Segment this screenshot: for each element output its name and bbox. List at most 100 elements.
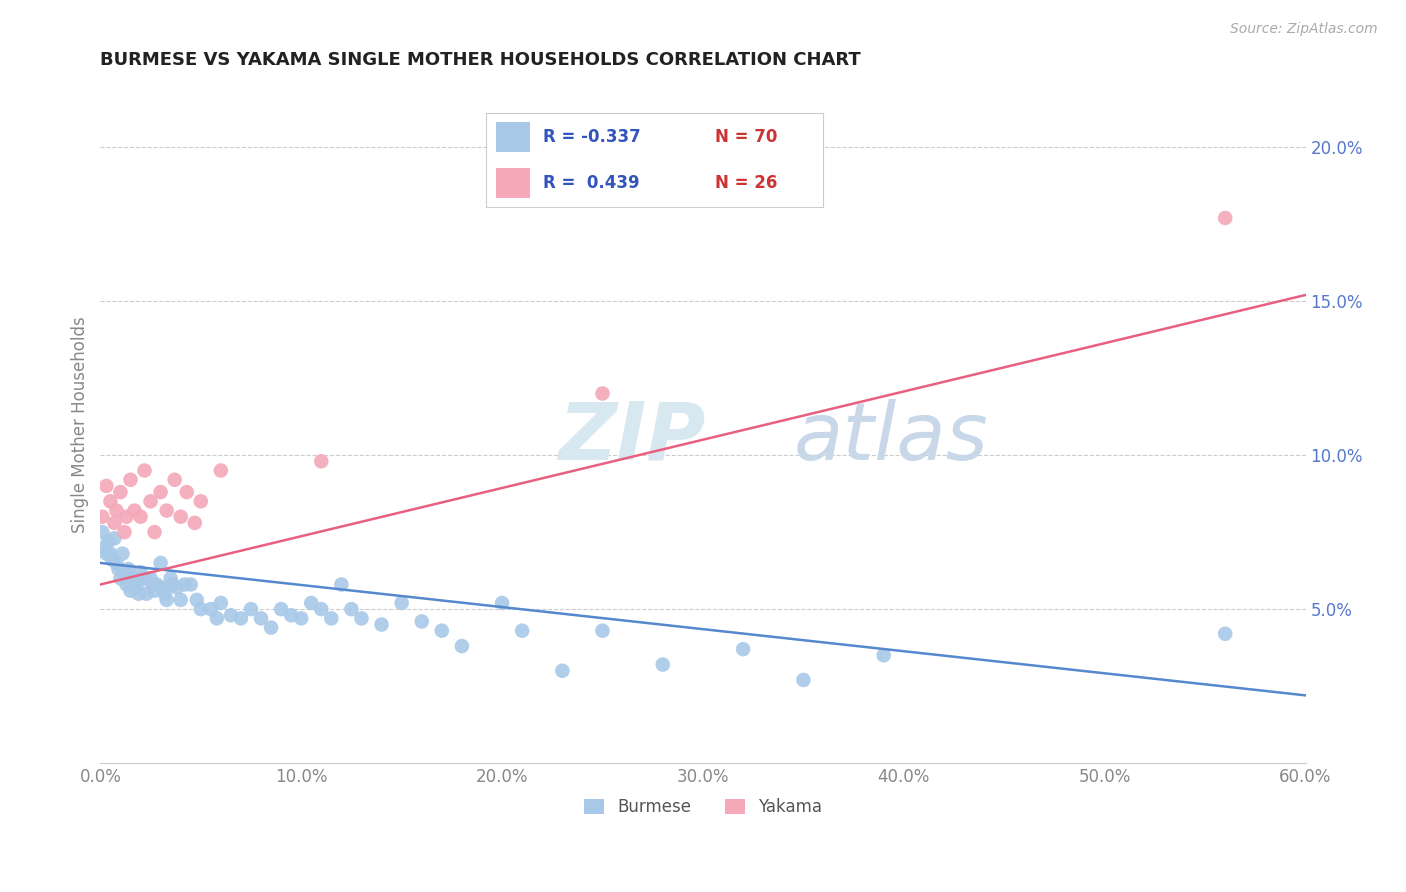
Point [96, 547, 118, 561]
Point [131, 571, 153, 585]
Point [240, 602, 263, 616]
Point [114, 565, 136, 579]
Point [125, 581, 148, 595]
Point [156, 593, 179, 607]
Point [121, 571, 143, 585]
Point [129, 565, 152, 579]
Point [1213, 627, 1236, 641]
Point [166, 581, 188, 595]
Point [170, 509, 193, 524]
Point [163, 473, 186, 487]
Point [299, 596, 322, 610]
Point [149, 556, 172, 570]
Point [411, 615, 433, 629]
Point [370, 617, 392, 632]
Point [105, 556, 128, 570]
Point [162, 577, 184, 591]
Point [105, 503, 128, 517]
Point [159, 571, 181, 585]
Point [186, 593, 208, 607]
Point [219, 608, 242, 623]
Point [156, 503, 179, 517]
Point [120, 473, 142, 487]
Point [149, 485, 172, 500]
Point [100, 494, 122, 508]
Point [115, 577, 138, 591]
Point [101, 553, 124, 567]
Point [143, 583, 166, 598]
Point [103, 516, 125, 530]
Point [97, 534, 120, 549]
Point [260, 621, 283, 635]
Point [91, 509, 114, 524]
Point [120, 583, 142, 598]
Point [280, 608, 302, 623]
Point [551, 664, 574, 678]
Point [129, 509, 152, 524]
Point [200, 602, 222, 616]
Point [190, 602, 212, 616]
Point [551, 186, 574, 201]
Point [96, 479, 118, 493]
Point [1213, 211, 1236, 225]
Text: BURMESE VS YAKAMA SINGLE MOTHER HOUSEHOLDS CORRELATION CHART: BURMESE VS YAKAMA SINGLE MOTHER HOUSEHOL… [100, 51, 860, 69]
Point [340, 602, 363, 616]
Legend: Burmese, Yakama: Burmese, Yakama [578, 791, 828, 822]
Point [139, 571, 162, 585]
Point [180, 577, 202, 591]
Point [391, 596, 413, 610]
Point [176, 485, 198, 500]
Point [592, 624, 614, 638]
Point [134, 463, 156, 477]
Point [111, 547, 134, 561]
Point [153, 587, 176, 601]
Point [290, 611, 312, 625]
Point [93, 541, 115, 555]
Point [115, 509, 138, 524]
Point [139, 494, 162, 508]
Point [330, 577, 353, 591]
Point [142, 577, 165, 591]
Point [124, 503, 146, 517]
Point [170, 593, 193, 607]
Point [143, 525, 166, 540]
Point [250, 611, 273, 625]
Point [229, 611, 252, 625]
Text: atlas: atlas [793, 399, 988, 477]
Point [311, 602, 333, 616]
Point [103, 531, 125, 545]
Point [152, 581, 174, 595]
Point [110, 485, 132, 500]
Point [270, 602, 292, 616]
Point [430, 624, 453, 638]
Point [184, 516, 207, 530]
Point [190, 494, 212, 508]
Point [873, 648, 896, 663]
Point [91, 525, 114, 540]
Point [451, 639, 474, 653]
Point [321, 611, 343, 625]
Point [792, 673, 814, 687]
Point [209, 463, 232, 477]
Point [651, 657, 673, 672]
Point [145, 577, 167, 591]
Point [592, 386, 614, 401]
Point [350, 611, 373, 625]
Text: ZIP: ZIP [558, 399, 706, 477]
Point [205, 611, 228, 625]
Point [110, 571, 132, 585]
Point [114, 525, 136, 540]
Text: Source: ZipAtlas.com: Source: ZipAtlas.com [1230, 22, 1378, 37]
Point [173, 577, 195, 591]
Point [124, 577, 146, 591]
Point [128, 587, 150, 601]
Point [733, 642, 755, 657]
Point [117, 562, 139, 576]
Point [100, 547, 122, 561]
Point [134, 571, 156, 585]
Point [209, 596, 232, 610]
Y-axis label: Single Mother Households: Single Mother Households [72, 316, 89, 533]
Point [135, 587, 157, 601]
Point [510, 624, 533, 638]
Point [107, 562, 129, 576]
